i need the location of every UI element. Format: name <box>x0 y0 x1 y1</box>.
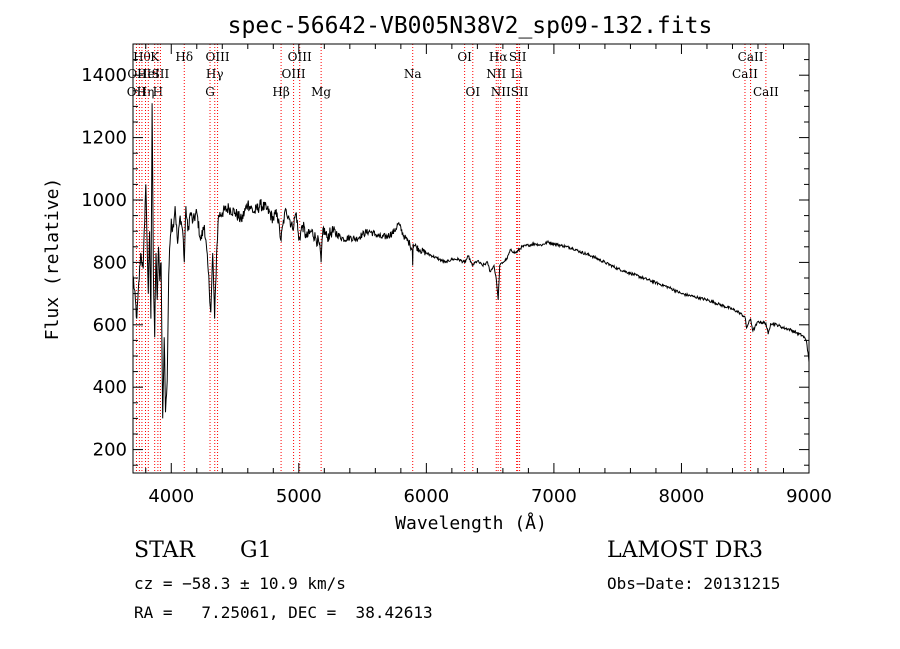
spectral-line-label: Hδ <box>175 50 193 64</box>
spectral-line-label: CaII <box>753 85 779 99</box>
y-axis-label: Flux (relative) <box>42 178 63 341</box>
observation-date: Obs−Date: 20131215 <box>607 574 781 593</box>
y-tick-label: 1400 <box>81 65 127 86</box>
spectral-line-label: OIII <box>282 67 306 81</box>
spectral-line-label: H <box>153 85 163 99</box>
spectral-line-label: HeI <box>137 67 160 81</box>
x-tick-label: 4000 <box>148 486 194 507</box>
spectral-line-label: Na <box>404 67 422 81</box>
coordinates: RA = 7.25061, DEC = 38.42613 <box>134 603 433 622</box>
spectral-line-label: CaII <box>732 67 758 81</box>
x-tick-label: 8000 <box>659 486 705 507</box>
plot-frame <box>132 43 810 474</box>
spectral-line-label: G <box>205 85 215 99</box>
spectrum-line <box>132 103 810 419</box>
spectral-line-label: OIII <box>206 50 230 64</box>
x-tick-label: 6000 <box>403 486 449 507</box>
chart-title: spec-56642-VB005N38V2_sp09-132.fits <box>228 13 713 39</box>
object-class: STAR <box>134 538 195 563</box>
spectral-line-label: Hα <box>489 50 508 64</box>
spectral-line-label: Hβ <box>272 85 289 99</box>
spectral-line-label: Mg <box>311 85 331 99</box>
spectral-line-label: SII <box>152 67 170 81</box>
spectral-line-label: NII <box>491 85 511 99</box>
y-tick-label: 1200 <box>81 128 127 149</box>
y-tick-label: 1000 <box>81 190 127 211</box>
spectral-line-label: Hγ <box>206 67 224 81</box>
spectral-line-label: SII <box>511 85 529 99</box>
x-tick-label: 5000 <box>276 486 322 507</box>
y-axis: 200 400 600 800 1000 1200 1400 <box>81 59 809 466</box>
y-tick-label: 400 <box>93 377 127 398</box>
y-tick-label: 200 <box>93 440 127 461</box>
spectral-line-label: SII <box>509 50 527 64</box>
object-subclass: G1 <box>240 538 272 563</box>
spectral-line-label: K <box>150 50 160 64</box>
survey-name: LAMOST DR3 <box>607 538 763 563</box>
spectral-line-label: OI <box>465 85 480 99</box>
y-tick-label: 800 <box>93 252 127 273</box>
spectral-line-label: OI <box>457 50 472 64</box>
spectral-line-label: Hη <box>137 85 155 99</box>
x-tick-label: 9000 <box>786 486 832 507</box>
spectral-line-label: NII <box>486 67 506 81</box>
y-tick-label: 600 <box>93 315 127 336</box>
x-axis: 4000 5000 6000 7000 8000 9000 <box>145 44 832 507</box>
x-axis-label: Wavelength (Å) <box>395 512 547 534</box>
spectral-line-label: CaII <box>738 50 764 64</box>
redshift-velocity: cz = −58.3 ± 10.9 km/s <box>134 574 346 593</box>
spectral-line-markers: OIIOIIIHθHηHeIKHSIIHδGHγOIIIHβOIIIOIIIMg… <box>127 44 779 473</box>
spectral-line-label: Hθ <box>133 50 151 64</box>
spectral-line-label: Li <box>511 67 523 81</box>
spectral-line-label: OIII <box>288 50 312 64</box>
x-tick-label: 7000 <box>531 486 577 507</box>
